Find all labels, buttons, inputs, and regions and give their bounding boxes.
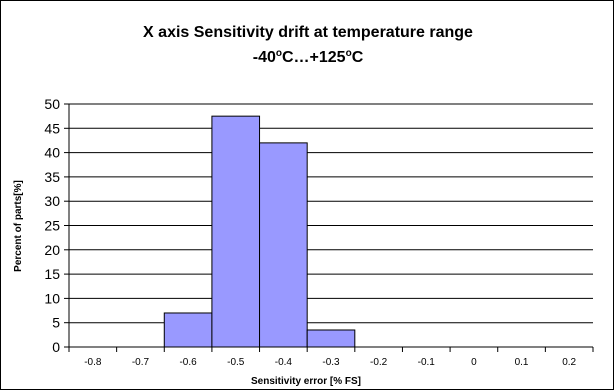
x-axis-label: Sensitivity error [% FS]: [251, 376, 361, 387]
x-tick-label: -0.4: [275, 357, 293, 368]
x-tick-labels: -0.8 -0.7 -0.6 -0.5 -0.4 -0.3 -0.2 -0.1 0 0.1 0.2: [84, 357, 576, 368]
histogram-bar: [163, 312, 213, 348]
chart-title-line2: -40oC…+125oC: [253, 48, 364, 66]
title-degree-2: o: [346, 48, 352, 59]
y-tick-label: 20: [44, 242, 60, 258]
y-tick-label: 40: [44, 145, 60, 161]
x-tick-label: -0.8: [84, 357, 102, 368]
y-tick-label: 25: [44, 218, 60, 234]
x-tick-label: -0.2: [370, 357, 388, 368]
y-tick-label: 50: [44, 96, 60, 112]
title-degree-1: o: [276, 48, 282, 59]
histogram-bar: [259, 142, 308, 348]
title-temp-low: -40: [253, 49, 276, 66]
title-temp-end: C: [352, 49, 364, 66]
x-tick-label: -0.3: [322, 357, 340, 368]
y-tick-label: 10: [44, 290, 60, 306]
x-tick-label: -0.6: [179, 357, 197, 368]
axes: [64, 103, 594, 352]
y-axis-label: Percent of parts[%]: [13, 180, 24, 272]
chart-title-line1: X axis Sensitivity drift at temperature …: [143, 24, 473, 41]
x-tick-label: 0: [471, 357, 477, 368]
histogram-bar: [211, 115, 261, 348]
x-tick-label: 0.2: [562, 357, 576, 368]
x-tick-label: -0.7: [132, 357, 150, 368]
x-tick-label: -0.5: [227, 357, 245, 368]
y-tick-label: 5: [52, 315, 60, 331]
y-tick-labels: 0 5 10 15 20 25 30 35 40 45 50: [44, 96, 60, 355]
y-tick-label: 45: [44, 120, 60, 136]
y-tick-label: 0: [52, 339, 60, 355]
y-tick-label: 30: [44, 193, 60, 209]
gridlines: [69, 103, 593, 324]
y-tick-label: 35: [44, 169, 60, 185]
histogram-bars: [163, 115, 356, 348]
y-tick-label: 15: [44, 266, 60, 282]
x-tick-label: 0.1: [515, 357, 529, 368]
histogram-bar: [306, 329, 356, 348]
title-temp-mid: C…+125: [282, 49, 346, 66]
x-tick-label: -0.1: [418, 357, 436, 368]
